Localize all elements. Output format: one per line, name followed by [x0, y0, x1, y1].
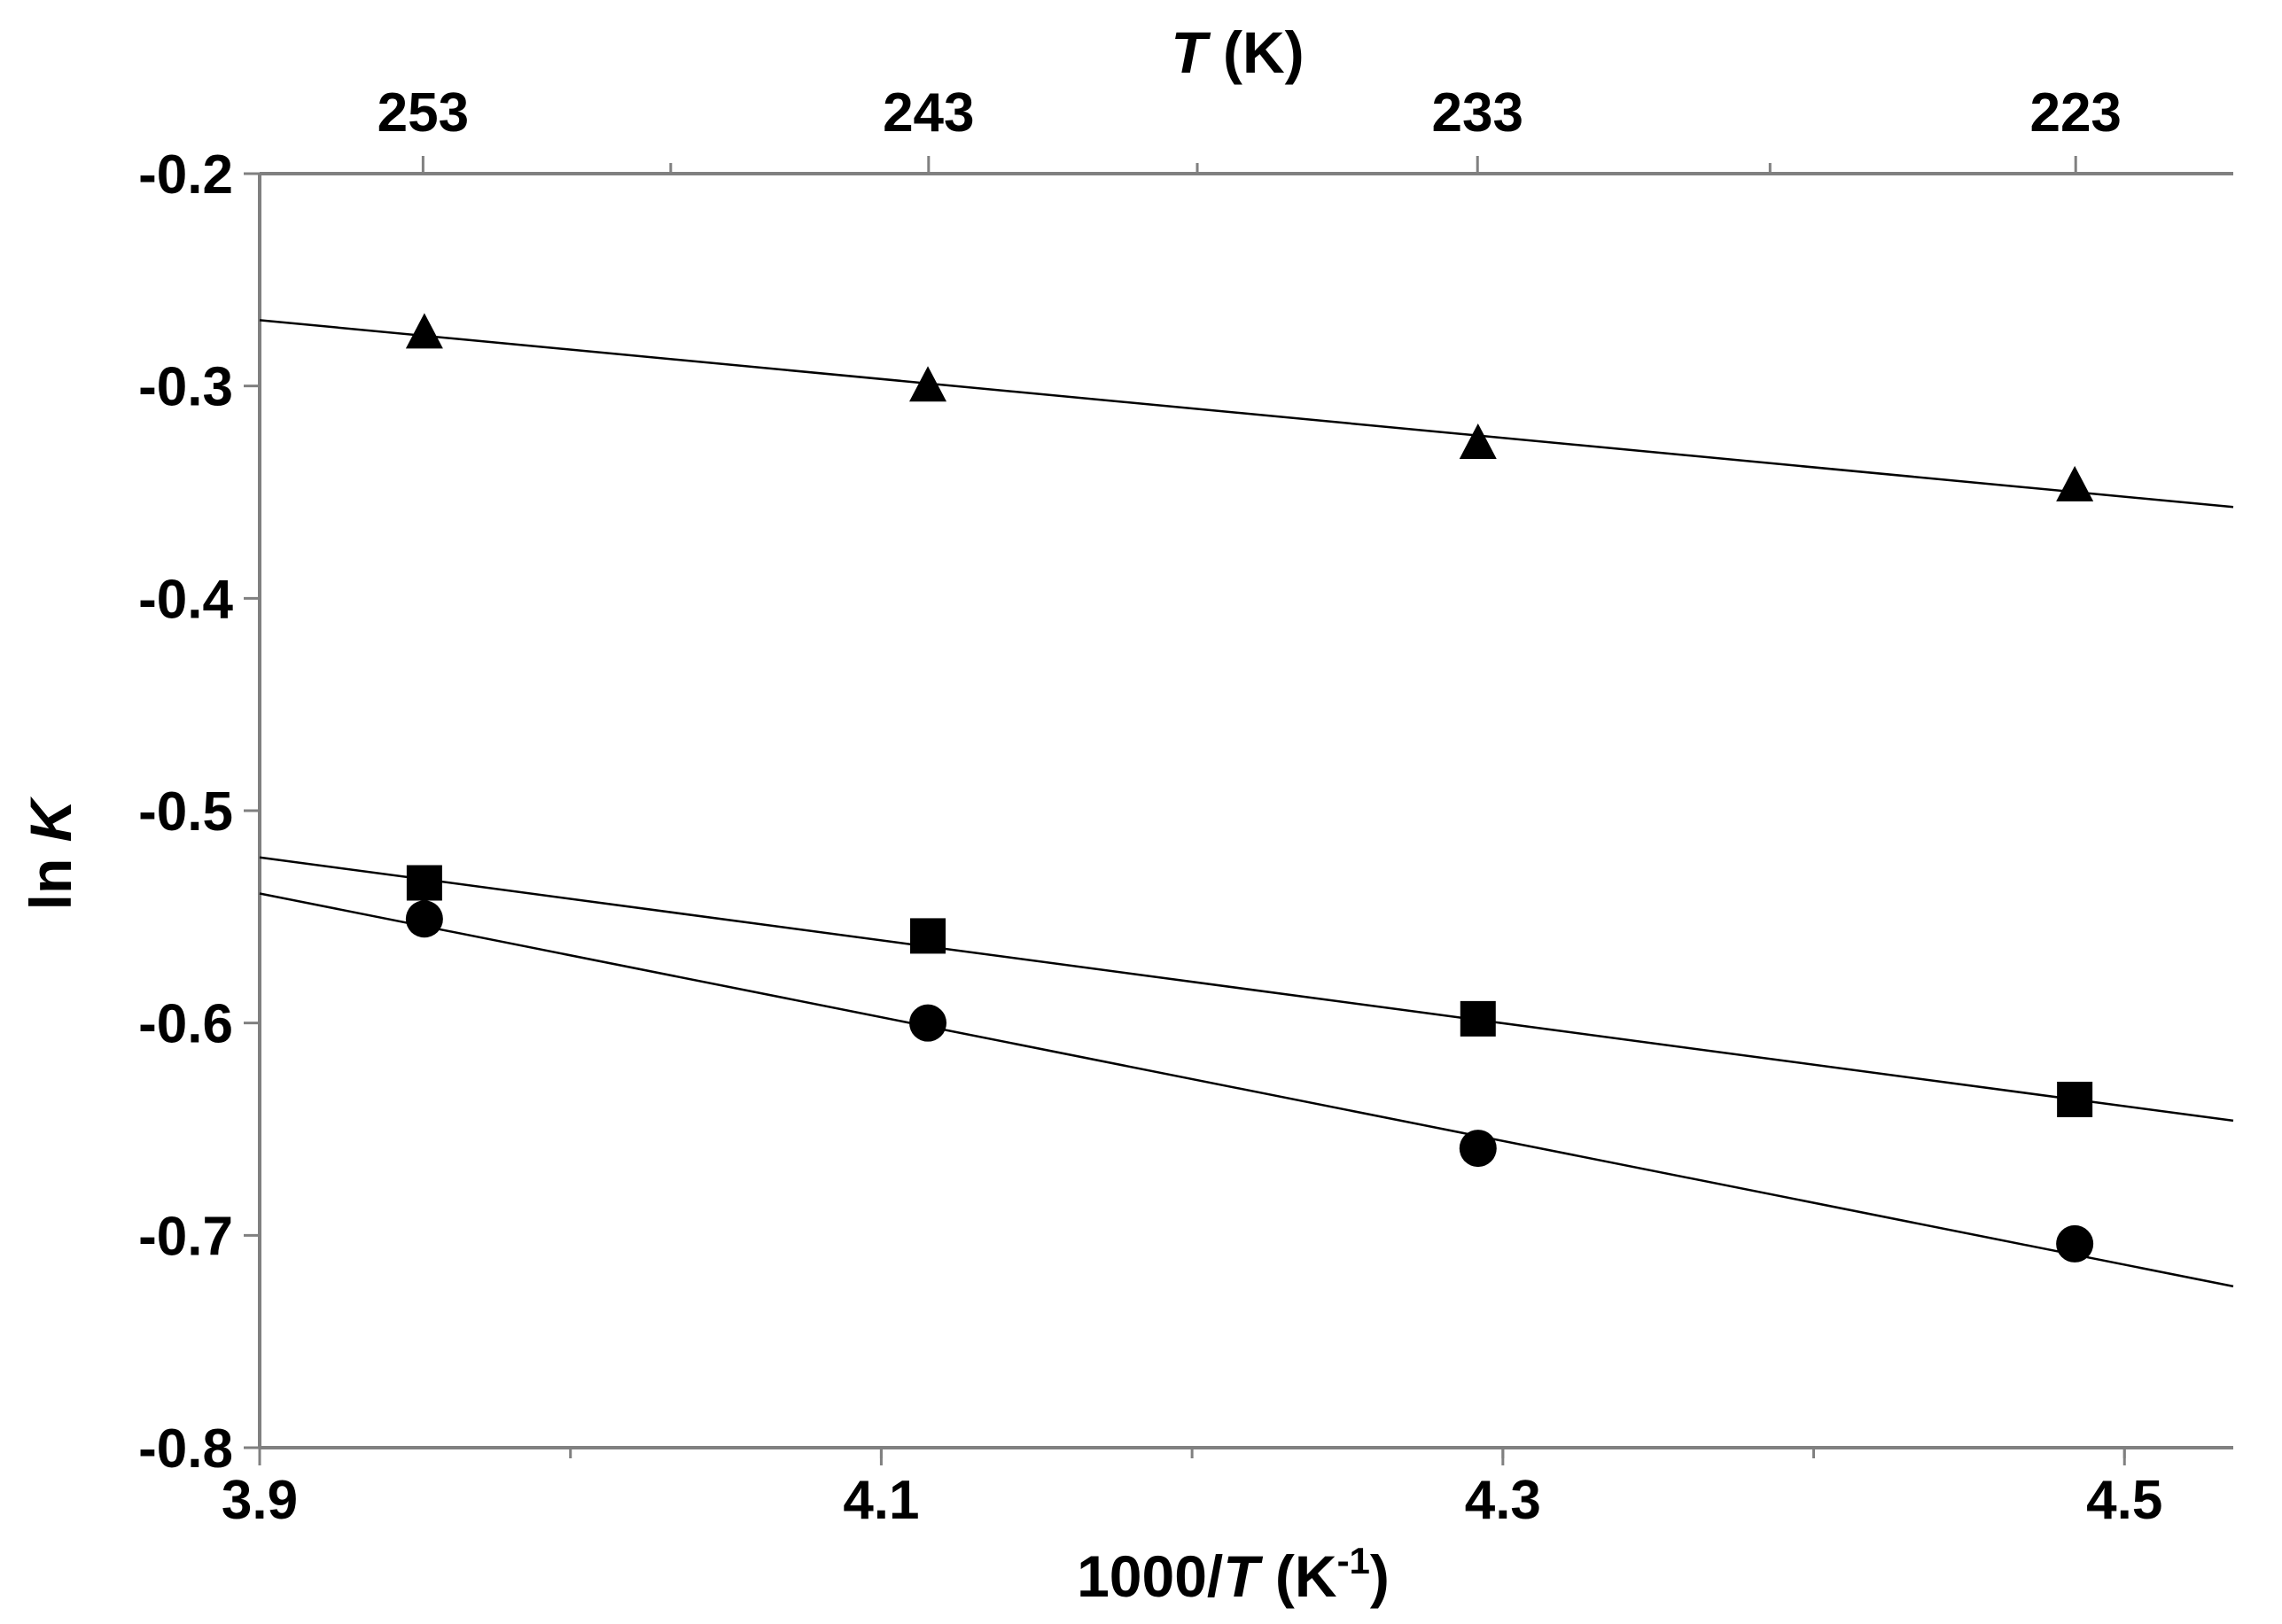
- y-axis-title-prefix: ln: [18, 842, 83, 910]
- data-point-triangle: [1459, 423, 1497, 459]
- x-tick-label: 4.1: [843, 1470, 919, 1531]
- y-tick-label: -0.2: [138, 144, 233, 206]
- axes: [258, 172, 2233, 1449]
- x-axis-title-sup: -1: [1337, 1540, 1370, 1581]
- top-axis-title-units: (K): [1207, 19, 1305, 85]
- data-point-square: [2057, 1081, 2093, 1117]
- y-tick-label: -0.4: [138, 569, 233, 630]
- data-point-circle: [405, 900, 443, 938]
- data-point-square: [910, 918, 946, 954]
- top-tick-label: 233: [1432, 82, 1523, 144]
- data-point-triangle: [909, 366, 947, 402]
- x-axis-title-close: ): [1370, 1543, 1390, 1609]
- fit-line-square: [259, 856, 2234, 1123]
- y-axis-title-var: K: [18, 796, 83, 842]
- top-axis-title-var: T: [1171, 19, 1211, 85]
- y-tick-label: -0.6: [138, 994, 233, 1055]
- data-point-circle: [2056, 1224, 2094, 1263]
- y-tick-label: -0.5: [138, 781, 233, 843]
- ticks: -0.2 -0.3 -0.4 -0.5 -0.6 -0.7 -0.83.9 4.1 4.3 4.5…: [138, 82, 2162, 1531]
- fit-lines: [259, 319, 2234, 1288]
- top-tick-label: 223: [2029, 82, 2121, 144]
- x-tick-label: 4.3: [1465, 1470, 1541, 1531]
- fit-line-triangle: [259, 319, 2234, 509]
- data-point-triangle: [405, 313, 443, 349]
- x-tick-label: 4.5: [2086, 1470, 2162, 1531]
- data-points: [405, 313, 2094, 1263]
- x-axis-title-var: T: [1223, 1543, 1263, 1609]
- y-tick-label: -0.7: [138, 1206, 233, 1267]
- data-point-triangle: [2056, 465, 2094, 501]
- data-point-square: [1460, 1000, 1496, 1037]
- top-tick-label: 243: [883, 82, 974, 144]
- data-point-square: [406, 865, 442, 901]
- x-axis-title: 1000/T (K-1): [1077, 1540, 1390, 1609]
- y-tick-label: -0.8: [138, 1418, 233, 1480]
- x-tick-label: 3.9: [222, 1470, 298, 1531]
- top-tick-label: 253: [378, 82, 469, 144]
- x-axis-title-prefix: 1000/: [1077, 1543, 1223, 1609]
- y-axis-title: ln K: [18, 796, 83, 910]
- y-tick-label: -0.3: [138, 357, 233, 418]
- x-axis-title-units: (K: [1259, 1543, 1337, 1609]
- top-axis-title: T (K): [1171, 19, 1304, 85]
- data-point-circle: [909, 1004, 947, 1042]
- fit-line-circle: [259, 892, 2234, 1288]
- data-point-circle: [1459, 1130, 1497, 1168]
